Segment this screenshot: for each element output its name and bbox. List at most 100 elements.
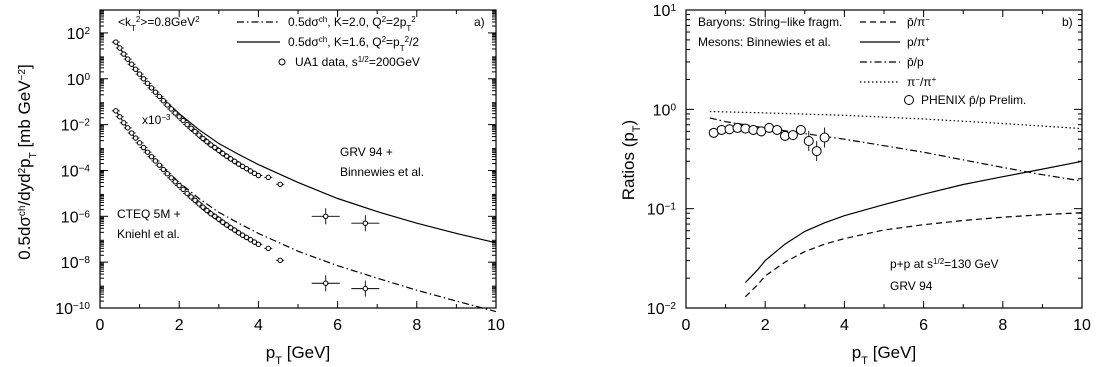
panel-a-label: a) — [474, 15, 485, 29]
x-tick-label: 8 — [412, 317, 421, 334]
data-point — [128, 61, 135, 67]
data-point — [811, 146, 822, 157]
x-tick-label: 10 — [487, 317, 505, 334]
legend-b-dashed-label: p̄/π− — [907, 15, 930, 30]
legend-b-circle-label: PHENIX p̄/p Prelim. — [921, 93, 1026, 107]
data-point — [772, 124, 783, 135]
data-point — [255, 172, 262, 179]
data-point — [113, 108, 119, 114]
panel-b-frame — [685, 9, 1083, 309]
data-point — [117, 45, 123, 51]
data-point — [144, 80, 151, 87]
panel-b-legend: p̄/π− p/π+ p̄/p π−/π+ PHENIX p̄/p Prelim… — [860, 15, 1026, 107]
data-point — [216, 216, 222, 222]
data-point — [803, 135, 814, 146]
panel-a-grv-line2: Binnewies et al. — [340, 165, 424, 179]
data-point — [125, 56, 131, 62]
panel-b-grv-annotation: GRV 94 — [890, 279, 933, 293]
data-point — [160, 98, 167, 104]
data-point — [152, 158, 159, 164]
data-point — [265, 174, 271, 181]
data-point — [176, 182, 182, 189]
data-point — [128, 130, 135, 136]
data-point — [188, 194, 194, 200]
data-point — [144, 149, 151, 155]
data-point — [172, 179, 178, 185]
data-point — [113, 39, 119, 45]
y-tick-label: 10−2 — [647, 301, 677, 319]
panel-b-ticks: 0 2 4 6 8 10 10−2 10−1 100 101 — [647, 3, 1091, 335]
panel-b-mesons-annotation: Mesons: Binnewies et al. — [698, 35, 831, 49]
panel-a-kt-annotation: <kT2>=0.8GeV2 — [118, 15, 200, 33]
data-point — [192, 128, 198, 135]
data-point — [160, 166, 167, 173]
data-point — [819, 132, 830, 143]
legend-b-solid-label: p/π+ — [907, 35, 930, 50]
data-point — [184, 190, 190, 197]
panel-b-pp-annotation: p+p at s1/2=130 GeV — [890, 257, 999, 272]
x-tick-label: 10 — [1073, 317, 1091, 334]
y-tick-label: 10−6 — [61, 209, 91, 227]
x-tick-label: 2 — [175, 317, 184, 334]
panel-b-points — [708, 122, 830, 162]
x-tick-label: 0 — [682, 317, 691, 334]
panel-b-x-axis-title: pT [GeV] — [852, 343, 916, 367]
data-point — [196, 201, 202, 207]
data-point — [231, 227, 238, 233]
data-point — [136, 71, 143, 77]
data-point — [204, 138, 210, 145]
y-tick-label: 10−2 — [61, 117, 91, 135]
x-tick-label: 0 — [96, 317, 105, 334]
data-point — [231, 158, 238, 165]
data-point — [192, 197, 198, 203]
panel-a-cteq-line2: Kniehl et al. — [117, 227, 180, 241]
panel-a-y-axis-title: 0.5dσch/dyd2pT [mb GeV−2] — [15, 64, 39, 259]
data-point — [787, 130, 798, 141]
data-point — [323, 213, 329, 220]
data-point — [255, 241, 262, 248]
data-point — [117, 114, 123, 120]
legend-a-circle-sample — [278, 58, 286, 66]
data-point — [196, 132, 202, 138]
data-point — [164, 171, 171, 177]
y-tick-label: 100 — [653, 102, 677, 120]
panel-a-points — [111, 39, 380, 297]
y-tick-label: 10−4 — [61, 163, 91, 181]
y-tick-label: 100 — [67, 71, 91, 89]
data-point — [212, 144, 218, 151]
panel-a-grv-line1: GRV 94 + — [340, 145, 393, 159]
data-point — [121, 120, 127, 126]
data-point — [265, 245, 271, 252]
data-point — [148, 153, 155, 160]
data-point — [362, 285, 369, 292]
data-point — [132, 66, 139, 72]
data-point — [164, 102, 171, 108]
x-tick-label: 4 — [254, 317, 263, 334]
panel-a-x-axis-title: pT [GeV] — [266, 343, 330, 367]
data-point — [277, 257, 283, 264]
data-point — [200, 204, 206, 210]
data-point — [132, 135, 139, 141]
series-line-dash-dot — [709, 117, 1083, 182]
data-point — [125, 125, 131, 131]
data-point — [180, 186, 186, 193]
data-point — [140, 76, 147, 82]
data-point — [184, 121, 190, 128]
data-point — [168, 106, 174, 112]
data-point — [172, 110, 178, 116]
legend-b-circle-sample — [904, 95, 914, 105]
data-point — [362, 220, 369, 226]
x-tick-label: 6 — [333, 317, 342, 334]
data-point — [188, 125, 194, 131]
panel-b-curves — [709, 110, 1083, 298]
data-point — [795, 124, 806, 135]
y-tick-label: 10−1 — [647, 201, 677, 219]
data-point — [224, 153, 230, 159]
panel-a-scale-annotation: x10−3 — [142, 113, 171, 128]
data-point — [176, 114, 182, 120]
panel-a-cteq-line1: CTEQ 5M + — [117, 207, 181, 221]
panel-b-baryons-annotation: Baryons: String−like fragm. — [698, 15, 842, 29]
data-point — [168, 175, 174, 181]
data-point — [180, 117, 186, 124]
panel-a-frame — [99, 9, 497, 309]
